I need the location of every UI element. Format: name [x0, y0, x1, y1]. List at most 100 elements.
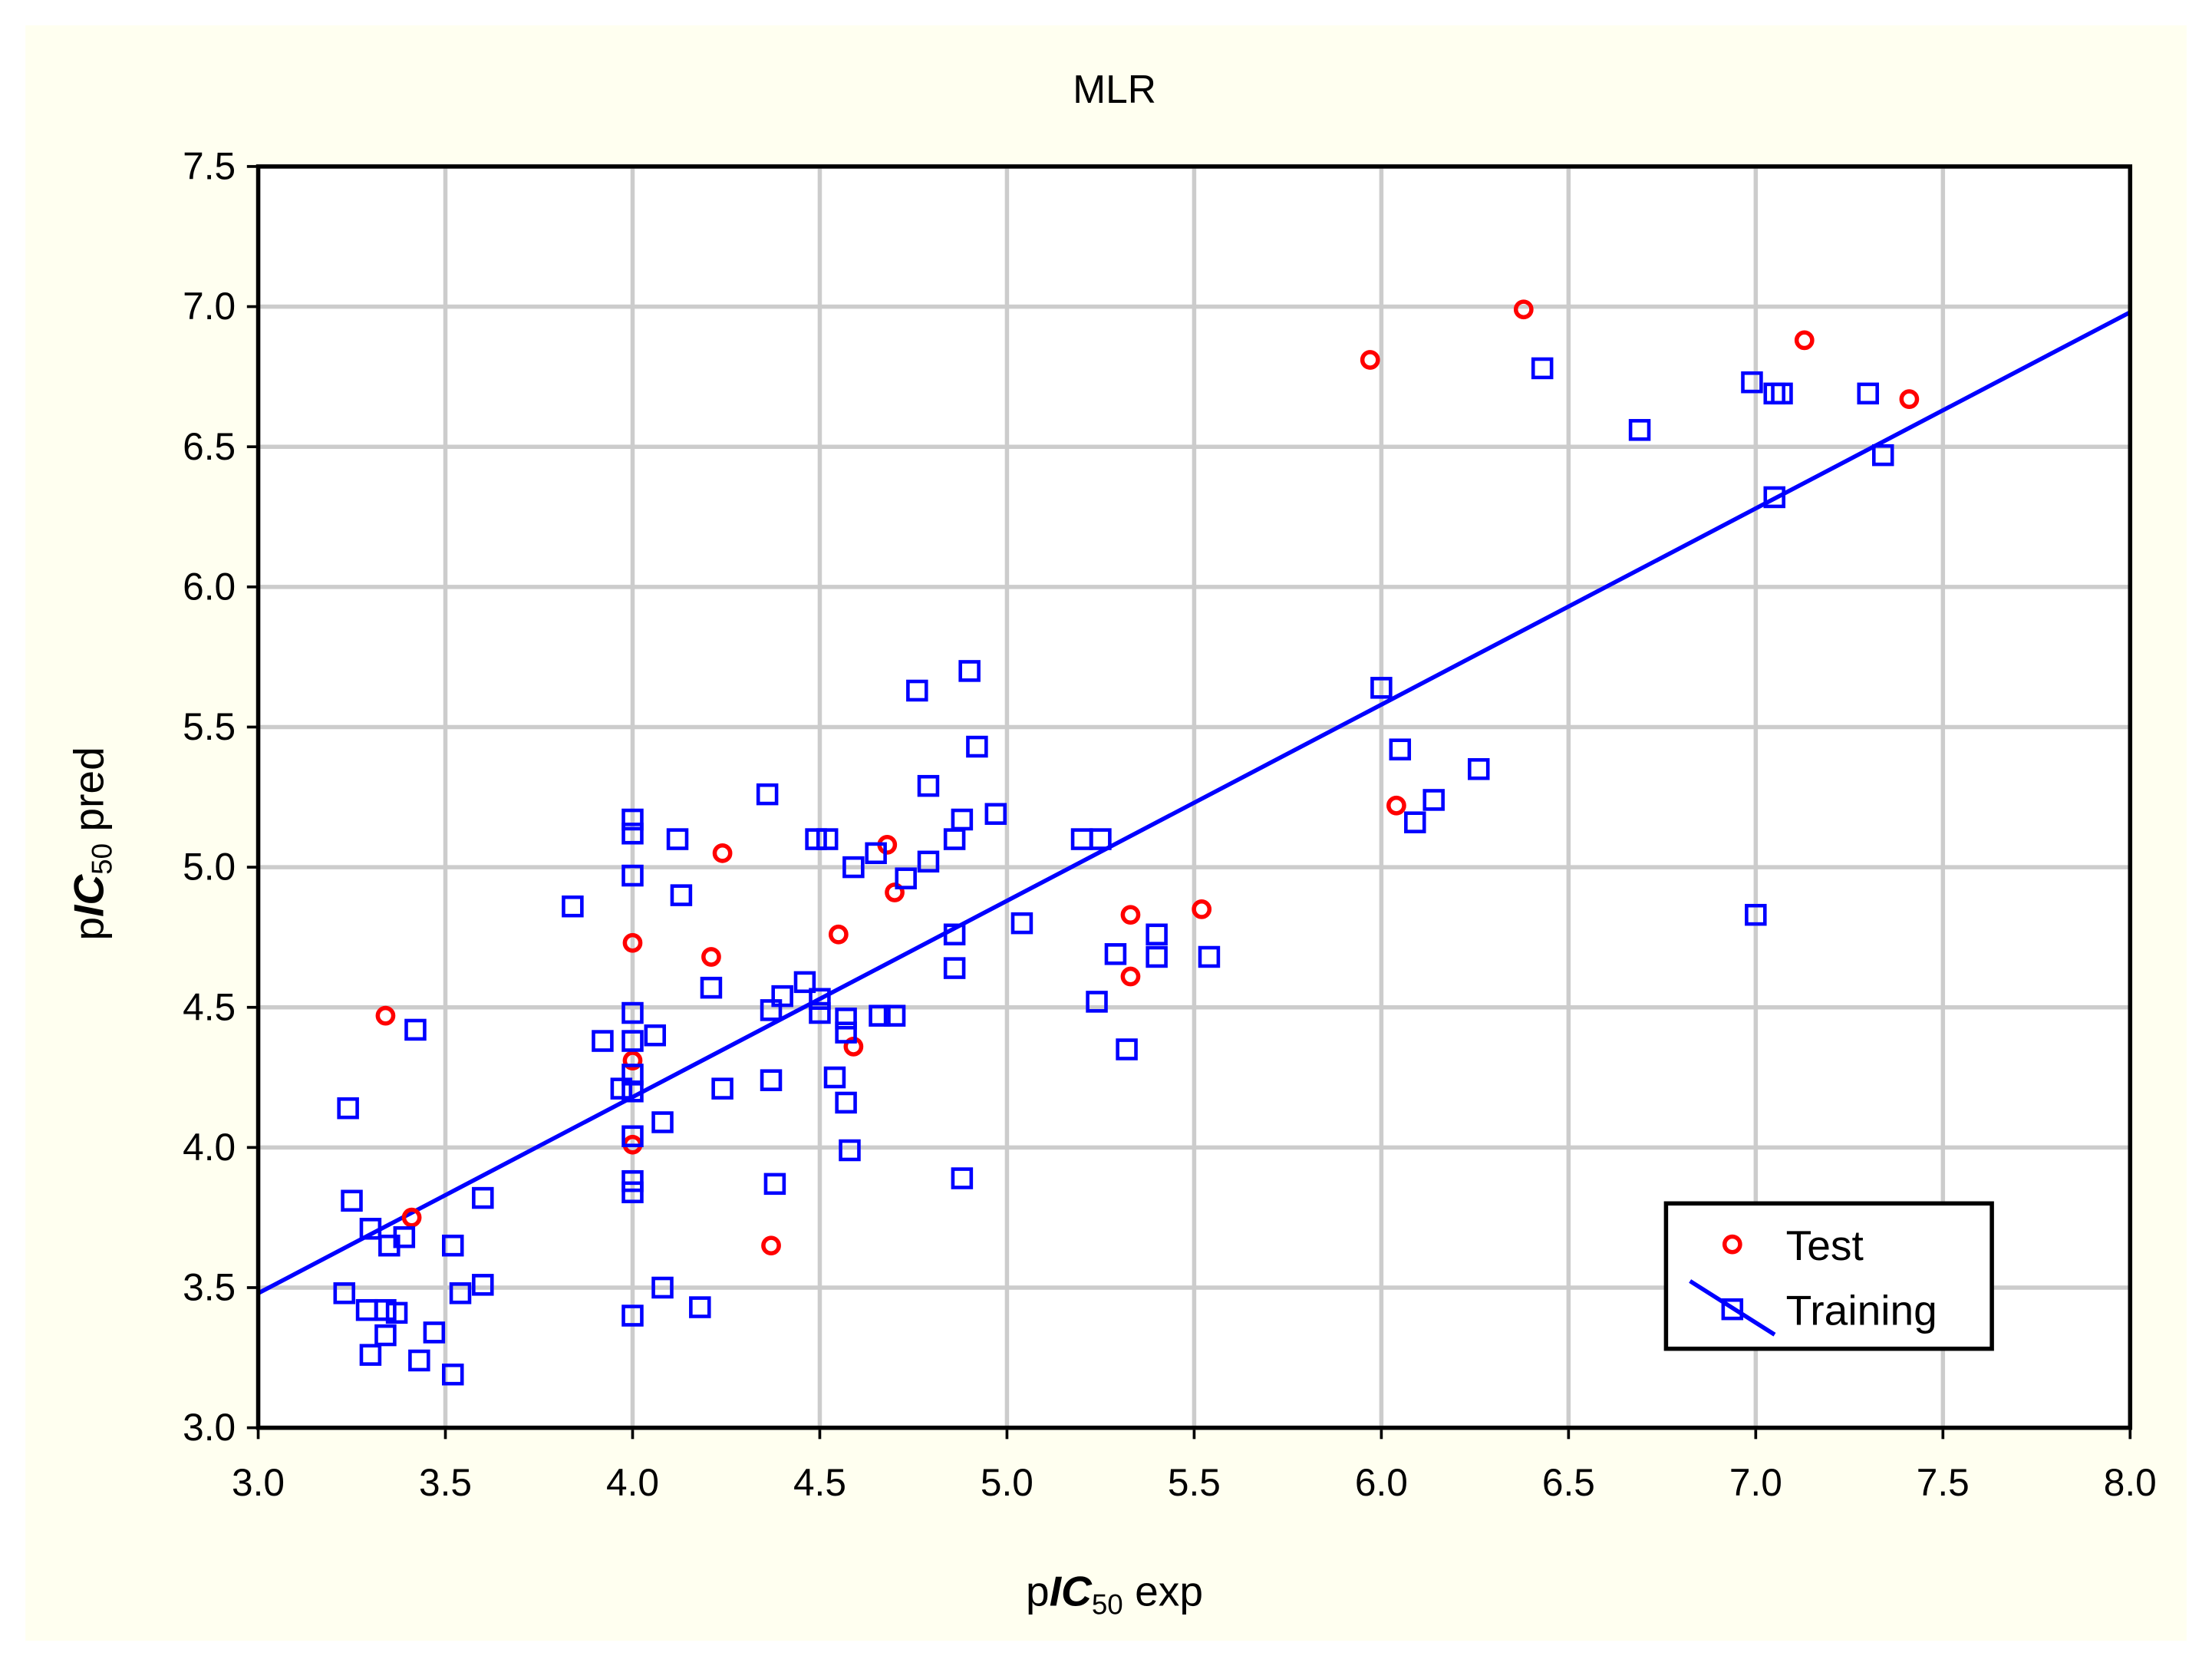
point: [760, 999, 783, 1021]
point: [1513, 299, 1534, 320]
x-label-suffix: exp: [1123, 1567, 1203, 1615]
legend-label: Training: [1786, 1286, 1937, 1334]
point: [1871, 444, 1894, 467]
y-axis-label: pIC50 pred: [64, 747, 117, 940]
legend-marker: [1721, 1298, 1744, 1321]
point: [756, 783, 779, 806]
y-label-suffix: pred: [64, 747, 112, 843]
y-tick-label: 5.5: [183, 705, 236, 748]
point: [809, 1001, 831, 1024]
point: [1146, 945, 1168, 968]
x-tick-label: 6.5: [1542, 1461, 1595, 1504]
point: [805, 828, 827, 850]
point: [359, 1218, 382, 1240]
point: [793, 971, 816, 994]
point: [393, 1225, 416, 1248]
point: [562, 895, 584, 918]
point: [943, 923, 966, 946]
y-tick-label: 3.5: [183, 1266, 236, 1309]
point: [917, 774, 940, 797]
point: [621, 1001, 644, 1024]
point: [621, 1080, 644, 1103]
point: [835, 1021, 857, 1044]
point: [385, 1301, 408, 1324]
point: [951, 808, 974, 831]
point: [711, 1077, 733, 1100]
y-label-sub: 50: [86, 843, 117, 875]
point: [374, 1324, 397, 1347]
point: [651, 1111, 674, 1133]
point: [472, 1274, 494, 1296]
point: [622, 932, 643, 953]
point: [341, 1189, 363, 1212]
point: [1010, 912, 1033, 935]
point: [621, 1030, 644, 1052]
point: [1404, 811, 1426, 833]
x-tick-label: 7.5: [1917, 1461, 1970, 1504]
point: [375, 1005, 396, 1026]
point: [610, 1077, 633, 1100]
point: [651, 1276, 674, 1299]
point: [906, 679, 928, 702]
point: [839, 1139, 861, 1162]
point: [1192, 899, 1212, 919]
y-tick-label: 4.0: [183, 1126, 236, 1169]
point: [337, 1097, 359, 1120]
point: [816, 828, 839, 850]
point: [917, 850, 940, 873]
x-tick-label: 7.0: [1729, 1461, 1782, 1504]
point: [1745, 903, 1767, 926]
point: [1628, 419, 1651, 441]
point: [1389, 738, 1412, 760]
point: [943, 957, 966, 979]
plot-frame: [255, 164, 2133, 1430]
point: [865, 842, 887, 865]
point: [472, 1186, 494, 1209]
point: [621, 1181, 644, 1204]
y-tick-label: 3.0: [183, 1406, 236, 1449]
x-tick-label: 5.5: [1168, 1461, 1221, 1504]
x-tick-label: 3.5: [419, 1461, 472, 1504]
y-tick-label: 6.0: [183, 565, 236, 608]
x-label-prefix: p: [1026, 1567, 1050, 1615]
y-tick-label: 7.5: [183, 144, 236, 187]
legend-line: [1689, 1279, 1776, 1337]
x-tick-label: 6.0: [1355, 1461, 1408, 1504]
point: [869, 1004, 891, 1027]
point: [1370, 677, 1393, 699]
point: [966, 735, 988, 758]
legend: Test Training: [1663, 1201, 1994, 1351]
point: [621, 1169, 644, 1192]
point: [592, 1030, 614, 1052]
y-tick-label: 6.5: [183, 425, 236, 468]
y-tick-label: 4.5: [183, 985, 236, 1028]
point: [621, 1125, 644, 1147]
point: [1771, 382, 1793, 405]
point: [761, 1235, 781, 1256]
point: [1468, 758, 1490, 780]
x-tick-label: 8.0: [2104, 1461, 2157, 1504]
point: [895, 867, 917, 889]
x-tick-label: 5.0: [981, 1461, 1033, 1504]
point: [823, 1066, 846, 1089]
point: [374, 1298, 397, 1321]
point: [622, 1051, 643, 1070]
point: [828, 924, 849, 945]
point: [701, 947, 721, 967]
point: [771, 985, 793, 1008]
point: [621, 1305, 644, 1327]
point: [951, 1167, 974, 1189]
point: [1120, 966, 1141, 987]
point: [1120, 905, 1141, 925]
x-tick-label: 4.5: [793, 1461, 846, 1504]
legend-box: [1663, 1201, 1994, 1351]
x-tick-label: 4.0: [606, 1461, 659, 1504]
x-tick-label: 3.0: [232, 1461, 285, 1504]
point: [621, 864, 644, 887]
point: [689, 1296, 711, 1318]
point: [763, 1173, 786, 1196]
point: [404, 1018, 427, 1041]
point: [1146, 923, 1168, 946]
point: [958, 660, 981, 682]
point: [700, 976, 723, 999]
